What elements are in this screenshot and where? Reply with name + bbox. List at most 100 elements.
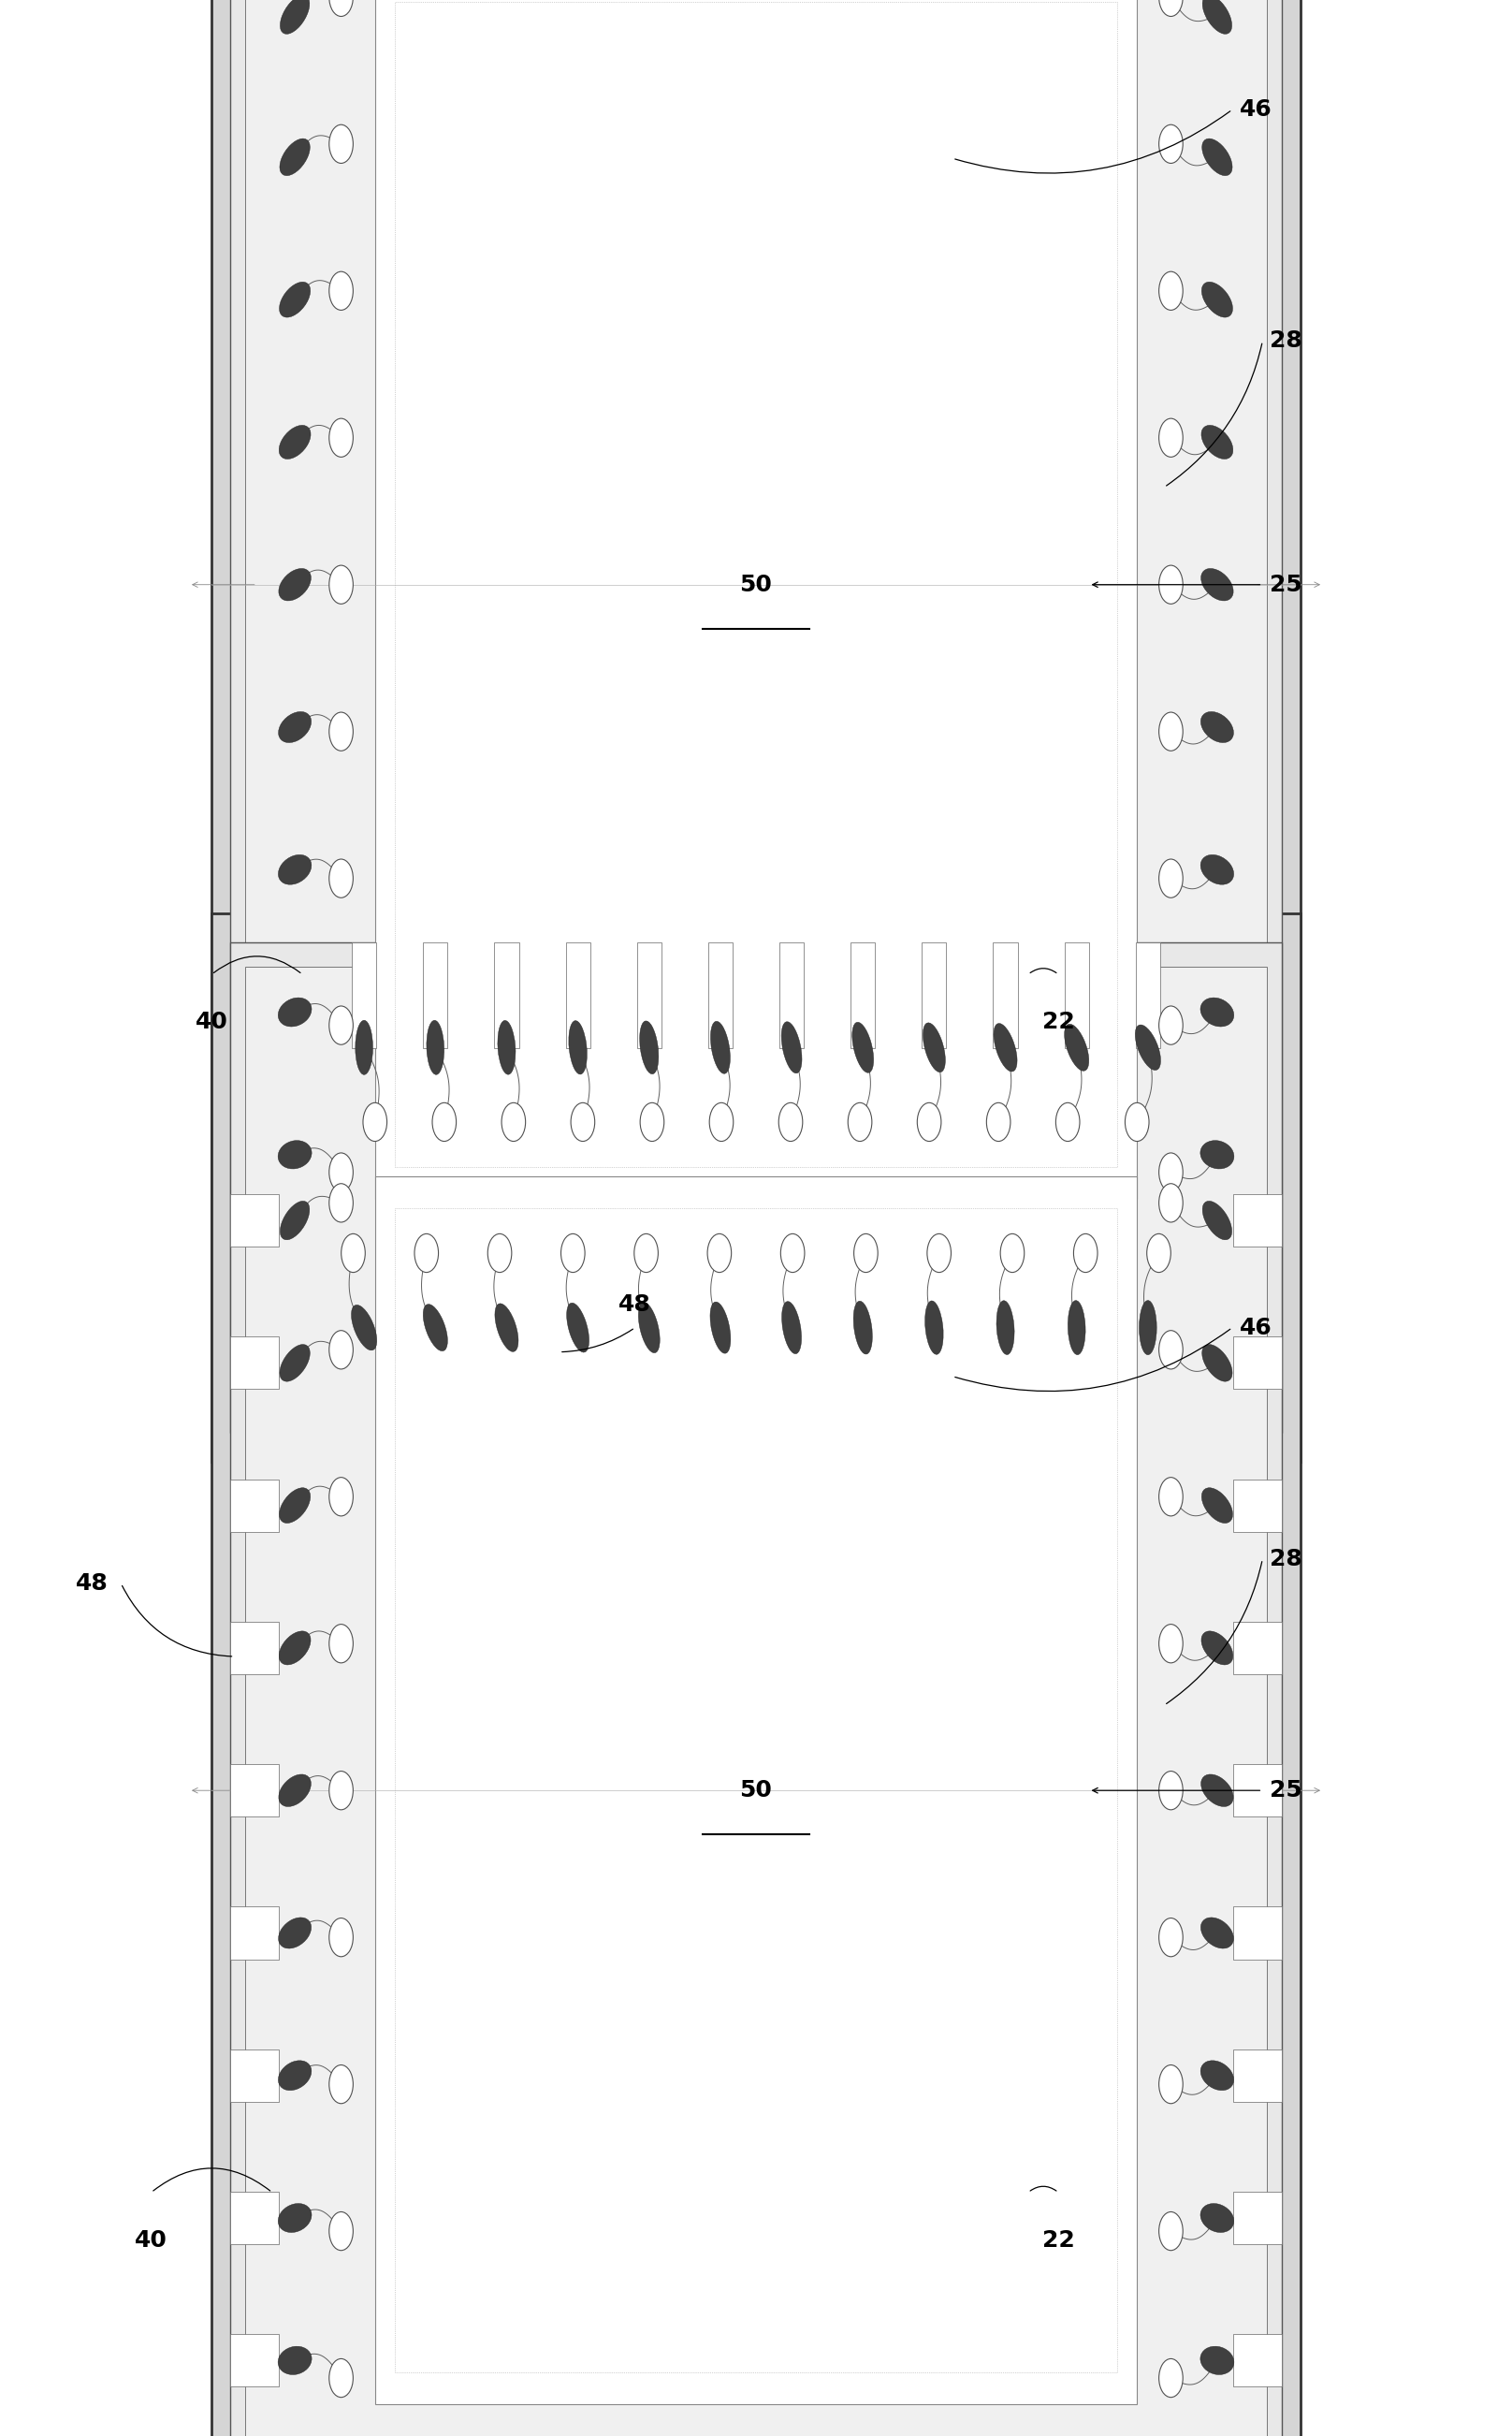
Ellipse shape: [1201, 1773, 1234, 1808]
Ellipse shape: [426, 1021, 445, 1074]
Circle shape: [848, 1104, 872, 1142]
Bar: [212, 914, 1300, 2436]
Bar: [1234, 1622, 1282, 1674]
Circle shape: [330, 419, 354, 458]
Circle shape: [779, 1104, 803, 1142]
Bar: [230, 2334, 278, 2387]
Ellipse shape: [996, 1301, 1015, 1354]
Ellipse shape: [278, 999, 311, 1026]
Circle shape: [1158, 711, 1182, 750]
Ellipse shape: [278, 711, 311, 743]
Circle shape: [1158, 2212, 1182, 2251]
Text: 40: 40: [135, 2229, 168, 2251]
Circle shape: [330, 1625, 354, 1664]
Bar: [245, 0, 1267, 1408]
Circle shape: [1158, 124, 1182, 163]
Bar: [395, 1208, 1117, 2373]
Bar: [230, 1764, 278, 1817]
Circle shape: [1125, 1104, 1149, 1142]
Circle shape: [330, 1476, 354, 1515]
Ellipse shape: [1202, 1345, 1232, 1381]
Ellipse shape: [278, 568, 311, 602]
Circle shape: [1146, 1233, 1170, 1272]
Circle shape: [1158, 565, 1182, 604]
Ellipse shape: [567, 1303, 590, 1352]
Text: 28: 28: [1270, 329, 1303, 353]
Circle shape: [330, 1152, 354, 1191]
Ellipse shape: [278, 2346, 311, 2375]
Circle shape: [330, 1917, 354, 1956]
Bar: [245, 967, 1267, 2436]
Circle shape: [1158, 1006, 1182, 1045]
Bar: [922, 943, 947, 1047]
Ellipse shape: [640, 1021, 659, 1074]
Bar: [212, 0, 1300, 1462]
Ellipse shape: [1201, 568, 1234, 602]
Circle shape: [414, 1233, 438, 1272]
Ellipse shape: [280, 1488, 310, 1522]
Circle shape: [330, 1330, 354, 1369]
Text: 25: 25: [1270, 1778, 1303, 1803]
Bar: [1234, 2192, 1282, 2244]
Bar: [230, 2192, 278, 2244]
Ellipse shape: [1201, 855, 1234, 884]
Circle shape: [1001, 1233, 1024, 1272]
Circle shape: [330, 711, 354, 750]
Bar: [230, 943, 1282, 2436]
Ellipse shape: [993, 1023, 1018, 1072]
Circle shape: [330, 2358, 354, 2397]
Circle shape: [1158, 2358, 1182, 2397]
Bar: [565, 943, 590, 1047]
Ellipse shape: [638, 1303, 659, 1352]
Ellipse shape: [925, 1301, 943, 1354]
Ellipse shape: [569, 1021, 587, 1074]
Circle shape: [330, 0, 354, 17]
Bar: [708, 943, 733, 1047]
Text: 48: 48: [618, 1294, 652, 1315]
Ellipse shape: [1201, 2061, 1234, 2090]
Ellipse shape: [280, 426, 310, 458]
Circle shape: [488, 1233, 511, 1272]
Ellipse shape: [1139, 1301, 1157, 1354]
Circle shape: [502, 1104, 526, 1142]
Circle shape: [330, 124, 354, 163]
Ellipse shape: [280, 139, 310, 175]
Ellipse shape: [1136, 1026, 1161, 1069]
Ellipse shape: [280, 283, 310, 317]
Ellipse shape: [1201, 711, 1234, 743]
Ellipse shape: [278, 1773, 311, 1808]
Circle shape: [363, 1104, 387, 1142]
Ellipse shape: [1202, 283, 1232, 317]
Ellipse shape: [1201, 2346, 1234, 2375]
Text: 50: 50: [739, 1778, 773, 1803]
Ellipse shape: [711, 1301, 730, 1354]
Bar: [1234, 1907, 1282, 1959]
Ellipse shape: [280, 1345, 310, 1381]
Ellipse shape: [853, 1023, 874, 1072]
Ellipse shape: [278, 855, 311, 884]
Bar: [779, 943, 804, 1047]
Ellipse shape: [278, 2205, 311, 2231]
Ellipse shape: [922, 1023, 945, 1072]
Text: 48: 48: [76, 1571, 109, 1596]
Bar: [230, 1622, 278, 1674]
Circle shape: [1158, 1184, 1182, 1223]
Circle shape: [330, 565, 354, 604]
Ellipse shape: [711, 1021, 730, 1074]
Bar: [423, 943, 448, 1047]
Circle shape: [854, 1233, 878, 1272]
Circle shape: [572, 1104, 594, 1142]
Circle shape: [1158, 860, 1182, 899]
Circle shape: [986, 1104, 1010, 1142]
Ellipse shape: [1202, 1488, 1232, 1522]
Ellipse shape: [1202, 139, 1232, 175]
Circle shape: [561, 1233, 585, 1272]
Bar: [352, 943, 376, 1047]
Text: 28: 28: [1270, 1547, 1303, 1571]
Ellipse shape: [278, 2061, 311, 2090]
Bar: [230, 1479, 278, 1532]
Bar: [230, 1337, 278, 1389]
Bar: [1234, 1764, 1282, 1817]
Bar: [230, 1194, 278, 1247]
Bar: [1234, 1479, 1282, 1532]
